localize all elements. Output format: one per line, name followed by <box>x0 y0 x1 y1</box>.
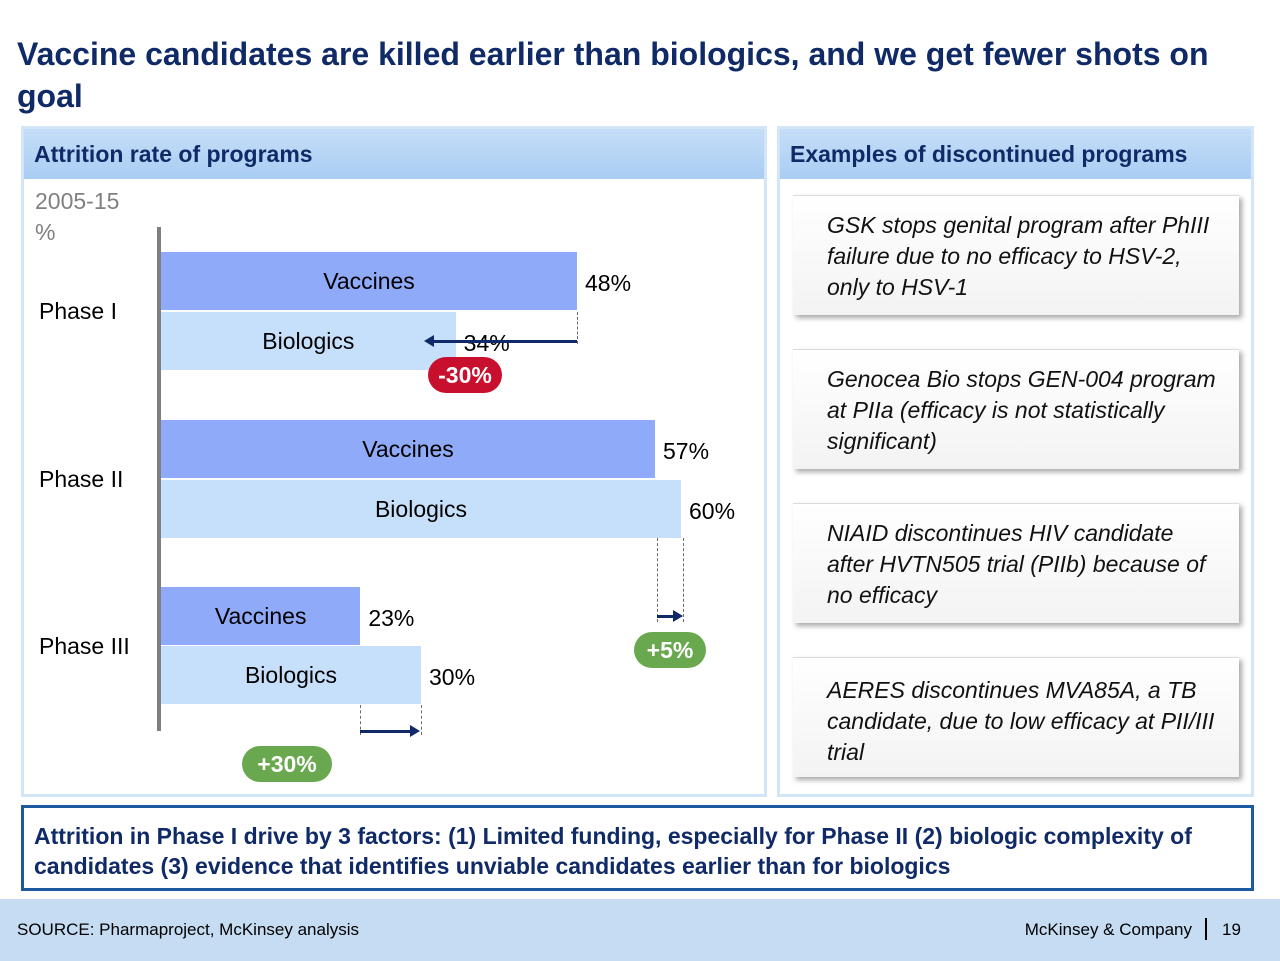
difference-guide <box>577 312 578 344</box>
example-text: AERES discontinues MVA85A, a TB candidat… <box>827 677 1215 765</box>
difference-badge: +30% <box>242 746 332 782</box>
source-note: SOURCE: Pharmaproject, McKinsey analysis <box>17 920 360 939</box>
bar-vaccines-phase-1: Vaccines <box>161 252 577 310</box>
category-label: Phase II <box>39 466 124 492</box>
example-card: NIAID discontinues HIV candidate after H… <box>793 503 1239 623</box>
category-label: Phase III <box>39 633 130 659</box>
bar-biologics-phase-2: Biologics <box>161 480 681 538</box>
value-label: 60% <box>689 498 736 524</box>
footer: SOURCE: Pharmaproject, McKinsey analysis… <box>0 899 1280 961</box>
category-label: Phase I <box>39 298 117 324</box>
example-text: NIAID discontinues HIV candidate after H… <box>827 520 1206 608</box>
bar-series-label: Vaccines <box>323 267 415 294</box>
difference-arrow-left-icon <box>424 335 577 347</box>
bar-biologics-phase-3: Biologics <box>161 646 421 704</box>
attrition-panel-header: Attrition rate of programs <box>24 129 764 179</box>
chart-unit-period: 2005-15 <box>35 188 120 214</box>
chart-unit-percent: % <box>35 219 56 245</box>
difference-guide <box>683 538 684 622</box>
difference-guide <box>657 538 658 622</box>
value-label: 57% <box>663 438 710 464</box>
difference-guide <box>421 705 422 735</box>
value-label: 48% <box>585 270 632 296</box>
bar-series-label: Vaccines <box>214 602 307 629</box>
conclusion-box: Attrition in Phase I drive by 3 factors:… <box>21 805 1254 891</box>
difference-guide <box>360 705 362 735</box>
bar-series-label: Biologics <box>262 327 355 354</box>
page-number: 19 <box>1222 920 1241 939</box>
bar-series-label: Biologics <box>244 661 338 688</box>
footer-separator <box>1205 918 1207 940</box>
brand-name: McKinsey & Company <box>1024 920 1192 939</box>
example-card: GSK stops genital program after PhIII fa… <box>793 195 1239 315</box>
bar-series-label: Vaccines <box>362 435 454 462</box>
chart-category-axis <box>157 227 161 731</box>
bar-vaccines-phase-3: Vaccines <box>161 587 361 645</box>
bar-series-label: Biologics <box>374 495 468 522</box>
slide-title: Vaccine candidates are killed earlier th… <box>17 36 1209 114</box>
difference-badge: -30% <box>428 357 502 393</box>
value-label: 34% <box>463 330 510 356</box>
difference-arrow-right-icon <box>657 610 683 622</box>
value-label: 30% <box>429 664 476 690</box>
value-label: 23% <box>368 605 415 631</box>
bar-vaccines-phase-2: Vaccines <box>161 420 655 478</box>
difference-arrow-right-icon <box>360 725 420 737</box>
example-card: AERES discontinues MVA85A, a TB candidat… <box>793 657 1239 777</box>
examples-panel-header: Examples of discontinued programs <box>780 129 1251 179</box>
bar-biologics-phase-1: Biologics <box>161 312 456 370</box>
example-text: GSK stops genital program after PhIII fa… <box>827 212 1210 300</box>
example-card: Genocea Bio stops GEN-004 program at PII… <box>793 349 1239 469</box>
difference-badge: +5% <box>634 632 706 668</box>
example-text: Genocea Bio stops GEN-004 program at PII… <box>827 366 1216 454</box>
